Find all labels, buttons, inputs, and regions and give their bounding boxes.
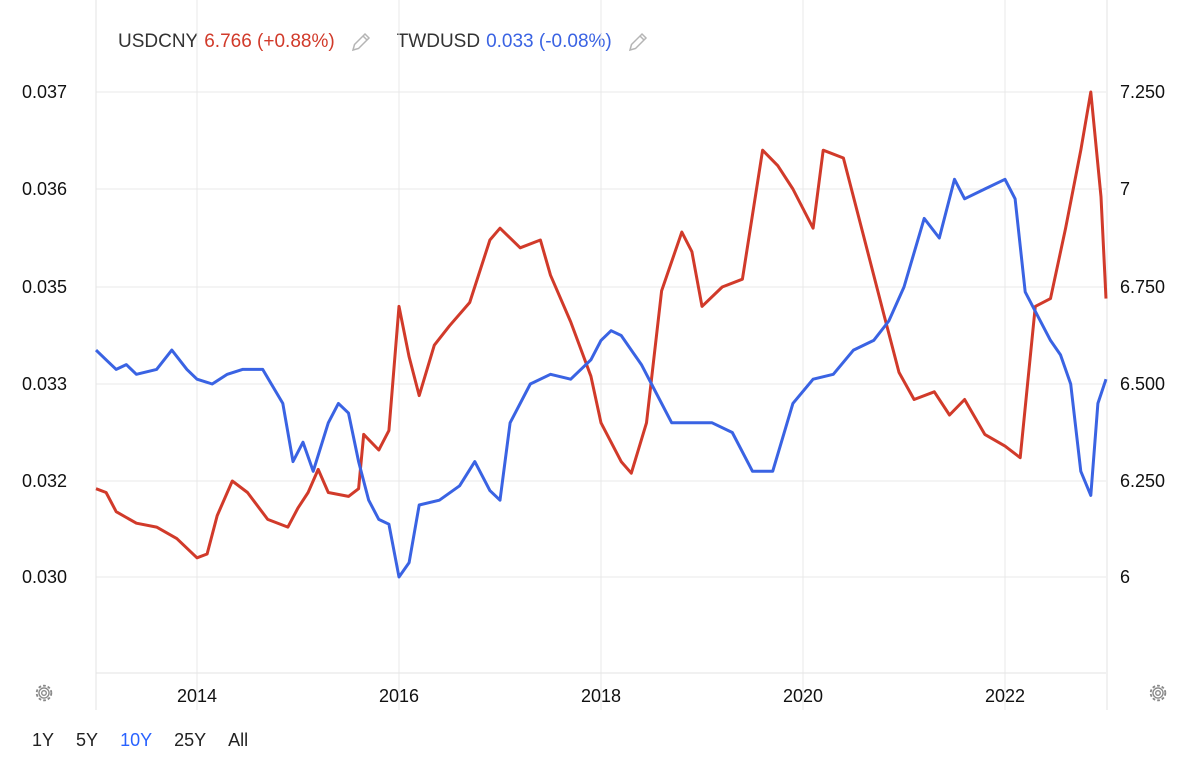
- range-1y-button[interactable]: 1Y: [32, 730, 55, 750]
- range-selector: 1Y 5Y 10Y 25Y All: [32, 730, 270, 751]
- legend-item-usdcny[interactable]: USDCNY 6.766 (+0.88%): [118, 30, 373, 54]
- right-axis-tick-label: 6.750: [1120, 277, 1165, 297]
- left-axis-tick-label: 0.033: [22, 374, 67, 394]
- gridlines: [95, 0, 1108, 710]
- legend-item-twdusd[interactable]: TWDUSD 0.033 (-0.08%): [397, 30, 650, 54]
- x-axis-tick-label: 2016: [379, 686, 419, 706]
- range-all-button[interactable]: All: [228, 730, 249, 750]
- series-line-twdusd: [94, 177, 1108, 579]
- x-axis-tick-label: 2014: [177, 686, 217, 706]
- pencil-icon[interactable]: [349, 30, 373, 54]
- right-axis-tick-label: 7: [1120, 179, 1130, 199]
- x-axis-tick-label: 2018: [581, 686, 621, 706]
- chart-legend: USDCNY 6.766 (+0.88%) TWDUSD 0.033 (-0.0…: [118, 30, 674, 54]
- series-lines: [94, 90, 1108, 579]
- legend-symbol-twdusd: TWDUSD: [396, 31, 481, 52]
- legend-symbol-usdcny: USDCNY: [118, 31, 199, 52]
- x-axis-tick-label: 2022: [985, 686, 1025, 706]
- axes: 0.030 0.032 0.033 0.035 0.036 0.037 6 6.250 6.50…: [22, 82, 1165, 706]
- left-axis-tick-label: 0.035: [22, 277, 67, 297]
- left-axis-tick-label: 0.032: [22, 471, 67, 491]
- pencil-icon[interactable]: [626, 30, 650, 54]
- range-25y-button[interactable]: 25Y: [174, 730, 207, 750]
- left-axis-tick-label: 0.036: [22, 179, 67, 199]
- legend-value-usdcny: 6.766 (+0.88%): [204, 31, 335, 52]
- range-10y-button[interactable]: 10Y: [120, 730, 153, 750]
- right-axis-tick-label: 6.500: [1120, 374, 1165, 394]
- gear-icon[interactable]: [1147, 682, 1169, 704]
- right-axis-tick-label: 6.250: [1120, 471, 1165, 491]
- right-axis-tick-label: 6: [1120, 567, 1130, 587]
- right-axis-tick-label: 7.250: [1120, 82, 1165, 102]
- x-axis-tick-label: 2020: [783, 686, 823, 706]
- gear-icon[interactable]: [33, 682, 55, 704]
- left-axis-tick-label: 0.037: [22, 82, 67, 102]
- left-axis-tick-label: 0.030: [22, 567, 67, 587]
- series-line-usdcny: [95, 90, 1108, 560]
- legend-value-twdusd: 0.033 (-0.08%): [486, 31, 612, 52]
- range-5y-button[interactable]: 5Y: [76, 730, 99, 750]
